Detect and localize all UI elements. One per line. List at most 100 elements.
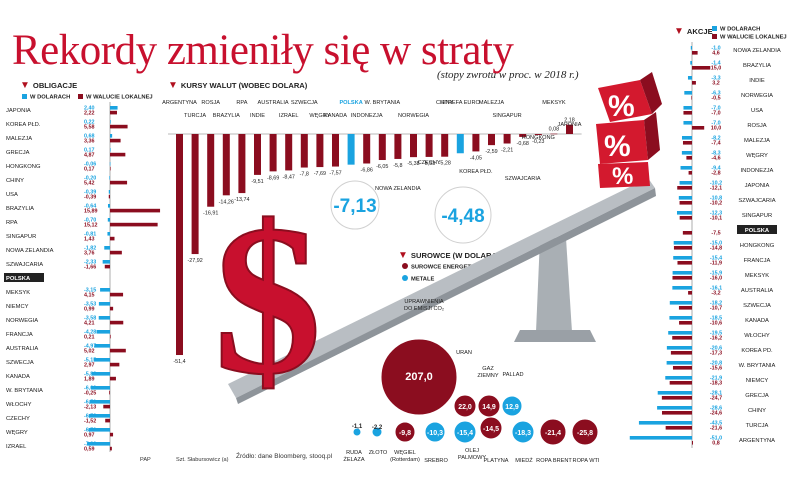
commodity-value-label: -2,2 [372,425,383,431]
legend-metals-dot-icon [402,275,408,281]
stocks-value-label: -7,4 [711,141,720,147]
commodity-value-label: -21,4 [545,430,561,437]
bonds-section-title: ▼ OBLIGACJE [20,80,78,91]
bonds-value-label: 0,21 [84,334,95,340]
stocks-bar [672,366,692,370]
fx-value-label: 0,08 [549,127,560,133]
commodity-bubble [501,395,523,417]
stocks-value-label: -8,2 [711,136,720,142]
stocks-bar [678,196,692,200]
stocks-bar [668,331,692,335]
commodity-value-label: 207,0 [405,371,433,383]
fx-category-label: HONGKONG [522,135,555,141]
bonds-bar [103,404,110,409]
stocks-value-label: -14,8 [710,246,722,252]
stocks-value-label: -28,1 [710,391,722,397]
bonds-bar [98,316,110,320]
stocks-value-label: -16,0 [710,276,722,282]
stocks-category-label: USA [751,108,763,114]
legend-red-swatch-icon [712,34,717,39]
commodity-value-label: -25,8 [577,430,593,437]
commodity-bubble [539,418,567,446]
bonds-value-label: -1,52 [84,418,96,424]
stocks-value-label: -7,0 [711,111,720,117]
stocks-value-label: -18,5 [710,316,722,322]
bonds-bar [93,358,110,362]
stocks-value-label: -28,6 [710,406,722,412]
fx-value-label: 2,18 [564,118,575,124]
bonds-category-label: WĘGRY [6,430,28,436]
stocks-bar [690,61,692,65]
bonds-bar [96,330,110,334]
stocks-category-label: POLSKA [745,228,770,234]
stocks-category-label: AUSTRALIA [741,288,773,294]
bonds-category-label: KOREA PŁD. [6,122,41,128]
bonds-bar [108,190,110,194]
legend-blue-swatch-icon [712,26,717,31]
fx-bar [176,134,183,356]
legend-energy-dot-icon [402,263,408,269]
stocks-value-label: -16,2 [710,336,722,342]
stocks-bar [665,426,692,430]
bonds-bar [110,236,115,241]
stocks-bar [684,91,692,95]
bonds-legend-usd: W DOLARACH [22,94,70,101]
stocks-bar [692,51,698,55]
stocks-bar [657,391,692,395]
stocks-value-label: -7,5 [711,231,720,237]
bonds-value-label: 2,40 [84,106,95,112]
bonds-bar [110,166,111,171]
bonds-value-label: 5,58 [84,124,95,130]
stocks-value-label: -20,8 [710,361,722,367]
stocks-value-label: 0,8 [712,441,720,447]
stocks-value-label: 4,6 [712,51,720,57]
commodities-legend-energy: SUROWCE ENERGETYCZNE [402,263,491,271]
bonds-category-label: SZWECJA [6,360,34,366]
stocks-value-label: -16,1 [710,286,722,292]
bonds-category-label: KANADA [6,374,30,380]
stocks-value-label: -18,3 [710,381,722,387]
commodity-category-label: ROPA BRENT [536,458,572,464]
fx-category-label: AUSTRALIA [258,100,289,106]
bonds-category-label: MALEZJA [6,136,32,142]
stocks-bar [669,316,692,320]
fx-value-label: -2,59 [485,149,497,155]
commodity-bubble [352,427,362,437]
stocks-bar [686,156,692,160]
bonds-value-label: -6,79 [84,428,96,434]
bonds-value-label: 4,87 [84,152,95,158]
stocks-category-label: NOWA ZELANDIA [733,48,781,54]
fx-category-label: MEKSYK [542,100,566,106]
fx-category-label: INDONEZJA [351,113,383,119]
stocks-bar [680,166,692,170]
commodity-value-label: -10,3 [427,430,443,437]
commodity-category-label: UPRAWNIENIA DO EMISJI CO₂ [404,299,444,312]
bonds-category-label: MEKSYK [6,290,30,296]
stocks-value-label: 15,0 [711,66,722,72]
stocks-bar [692,441,693,445]
fx-bar [254,134,261,175]
fx-bar [472,134,480,152]
stocks-category-label: WŁOCHY [744,333,770,339]
bonds-value-label: -5,15 [84,358,96,364]
fx-value-label: -51,4 [173,359,185,365]
stocks-value-label: -11,9 [710,261,722,267]
bonds-category-label: NOWA ZELANDIA [6,248,54,254]
bonds-legend-local: W WALUCIE LOKALNEJ [78,94,153,101]
stocks-category-label: GRECJA [745,393,769,399]
bonds-value-label: 3,36 [84,138,95,144]
fx-bar [378,134,386,161]
bonds-value-label: 5,42 [84,180,95,186]
bonds-value-label: -4,97 [84,344,96,350]
fx-highlight-value: -4,48 [441,206,484,227]
bonds-bar [110,348,126,353]
bonds-category-label: NIEMCY [6,304,29,310]
commodity-value-label: -1,1 [352,424,363,430]
fx-bar [441,134,449,157]
stocks-bar [672,271,692,275]
legend-red-swatch-icon [78,94,83,99]
commodity-bubble [453,394,477,418]
